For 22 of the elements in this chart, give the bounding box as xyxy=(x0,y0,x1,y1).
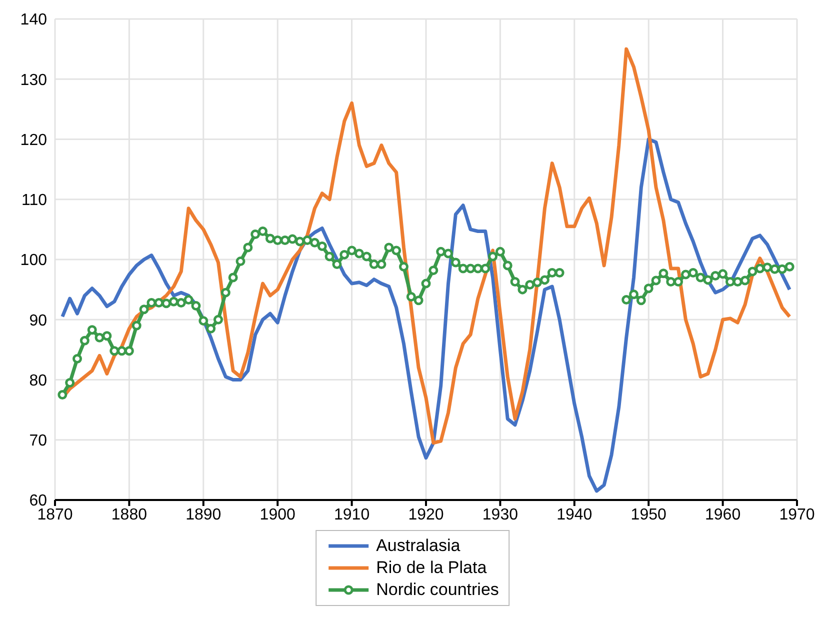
legend-label: Rio de la Plata xyxy=(376,557,487,579)
x-tick-label: 1890 xyxy=(186,506,222,524)
y-tick-label: 90 xyxy=(29,312,48,330)
x-tick-label: 1940 xyxy=(556,506,592,524)
x-tick-label: 1910 xyxy=(334,506,370,524)
y-tick-label: 70 xyxy=(29,432,48,450)
x-tick-label: 1920 xyxy=(408,506,444,524)
y-tick-label: 140 xyxy=(20,12,48,29)
x-tick-label: 1900 xyxy=(260,506,296,524)
line-series xyxy=(60,138,792,493)
y-tick-label: 100 xyxy=(20,252,48,270)
legend-label: Nordic countries xyxy=(376,579,499,601)
x-tick-label: 1960 xyxy=(705,506,741,524)
x-tick-label: 1880 xyxy=(111,506,148,524)
x-tick-label: 1950 xyxy=(630,506,666,524)
legend-label: Australasia xyxy=(376,535,460,557)
x-tick-label: 1930 xyxy=(482,506,518,524)
y-tick-label: 130 xyxy=(20,72,48,89)
y-tick-label: 80 xyxy=(29,372,48,390)
x-tick-label: 1970 xyxy=(779,506,815,524)
y-tick-label: 110 xyxy=(21,192,48,210)
y-tick-label: 120 xyxy=(20,132,48,149)
